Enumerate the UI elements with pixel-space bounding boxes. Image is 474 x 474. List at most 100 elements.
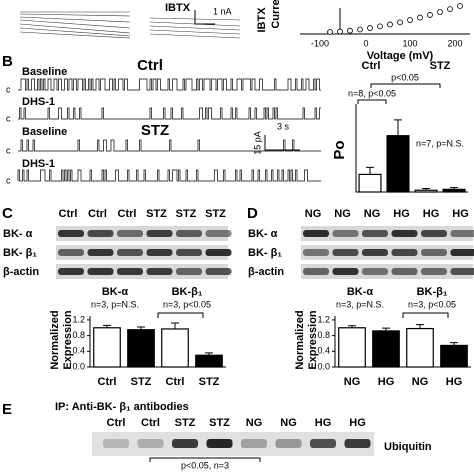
iv-curve [327, 3, 463, 35]
x-tick-label: NG [344, 376, 361, 388]
x-tick-label: NG [412, 376, 429, 388]
y-label: Expression [307, 310, 319, 370]
blot-band [362, 249, 388, 256]
lane-label: STZ [175, 417, 196, 429]
ibtx-label: IBTX [165, 2, 191, 14]
iv-point [457, 3, 463, 9]
lane-label: HG [393, 208, 410, 220]
row-label: BK- α [248, 228, 278, 240]
iv-point [367, 25, 373, 31]
trace-label: DHS-1 [22, 158, 55, 170]
trace-label: Baseline [22, 126, 67, 138]
bracket [157, 312, 204, 318]
blot-band [205, 249, 232, 256]
blot-band [391, 249, 418, 256]
bracket [370, 83, 441, 88]
scale-label: 1 nA [213, 6, 232, 16]
blot-band [176, 249, 202, 256]
closed-label: c [6, 113, 11, 123]
panel-label: C [2, 205, 13, 222]
bar [358, 173, 382, 193]
blot-band [117, 230, 143, 237]
blot-band [310, 439, 336, 448]
blot-band [303, 268, 329, 275]
iv-point [397, 19, 403, 26]
time-scale: 3 s [277, 121, 290, 131]
chart-group: Ctrl [362, 60, 381, 72]
blot-band [391, 230, 418, 237]
group-label: BK-β₁ [417, 286, 448, 298]
x-tick-label: Ctrl [166, 376, 185, 388]
error-bar [103, 324, 111, 328]
lane-label: STZ [205, 208, 226, 220]
blot-band [103, 439, 129, 448]
stat: n=7, p=N.S. [416, 138, 464, 148]
group-label: BK-α [102, 286, 129, 298]
blot-band [391, 268, 418, 275]
y-label: Normalized [49, 310, 61, 369]
lane-label: HG [349, 417, 366, 429]
lane-label: HG [315, 417, 332, 429]
closed-label: c [6, 84, 11, 94]
lane-label: STZ [176, 208, 197, 220]
lane-label: Ctrl [107, 417, 126, 429]
stat: p<0.05 [391, 72, 419, 82]
y-label: Normalized [294, 310, 306, 369]
iv-x-tick: 0 [363, 38, 368, 48]
x-tick-label: STZ [131, 376, 152, 388]
iv-x-tick: 100 [402, 38, 417, 48]
row-label: β-actin [3, 266, 39, 278]
bar [442, 188, 466, 193]
iv-y-label: Curre [270, 0, 282, 29]
error-bar [137, 326, 145, 330]
lane-label: Ctrl [118, 208, 137, 220]
blot-band [241, 439, 267, 448]
trace [17, 169, 321, 182]
scale-bar [264, 135, 300, 151]
error-bar [422, 187, 430, 191]
iv-point [417, 14, 423, 21]
iv-point [337, 28, 343, 35]
error-bar [348, 325, 356, 328]
blot-band [176, 230, 202, 237]
trace-label: Baseline [22, 66, 67, 78]
x-tick-label: HG [446, 376, 463, 388]
blot-band [303, 249, 329, 256]
bar [414, 189, 438, 193]
blot-band [275, 439, 302, 448]
bar [372, 330, 400, 368]
blot-band [87, 268, 114, 275]
iv-x-tick: 200 [447, 38, 462, 48]
iv-y-label: IBTX [256, 7, 268, 33]
blot-band [117, 249, 143, 256]
stat: p<0.05, n=3 [181, 460, 229, 470]
bar [161, 328, 189, 368]
lane-label: HG [423, 208, 440, 220]
row-label: BK- β₁ [3, 247, 37, 259]
closed-label: c [6, 175, 11, 185]
trace [18, 107, 321, 120]
bar [338, 327, 366, 368]
scale-bar [194, 10, 215, 25]
blot-band [450, 268, 474, 275]
iv-point [347, 27, 353, 34]
trace [18, 78, 321, 91]
iv-point [427, 12, 433, 18]
blot-band [362, 268, 388, 275]
iv-x-tick: -100 [311, 38, 329, 48]
bar [440, 344, 468, 368]
stat: n=3, p=N.S. [91, 299, 139, 309]
lane-label: Ctrl [141, 417, 160, 429]
y-tick-label: 0.0 [317, 361, 330, 371]
current-scale: 15 pA [252, 131, 262, 155]
x-tick-label: HG [378, 376, 395, 388]
stat: n=8, p<0.05 [348, 88, 396, 98]
blot-band [58, 268, 84, 275]
y-tick-label: 0.0 [72, 361, 85, 371]
bracket [357, 99, 387, 104]
row-label: BK- β₁ [248, 247, 282, 259]
y-tick-label: 0.8 [317, 330, 330, 340]
blot-band [205, 268, 232, 275]
group-title: STZ [141, 122, 169, 139]
